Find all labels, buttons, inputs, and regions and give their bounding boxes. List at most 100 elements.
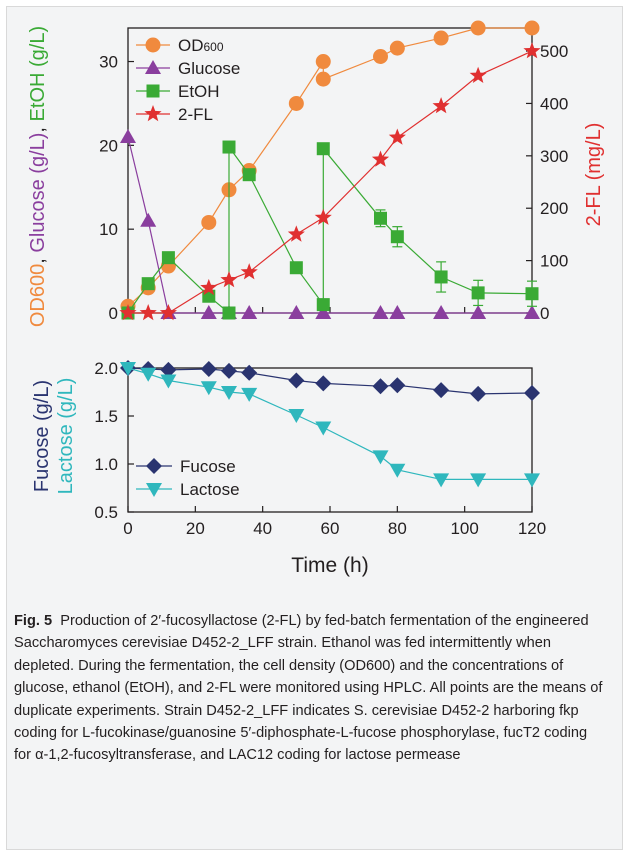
chart1-point xyxy=(240,263,258,280)
chart2-point xyxy=(160,374,177,389)
chart1-legend-label: 2-FL xyxy=(178,105,213,124)
chart1-legend-marker xyxy=(144,105,162,122)
chart1-point xyxy=(470,20,486,36)
chart1-point xyxy=(470,305,487,319)
chart2-y-tick-label: 0.5 xyxy=(94,503,118,522)
chart1-series-line xyxy=(127,145,533,315)
chart2-point xyxy=(288,372,305,389)
chart2-y-label-line: Lactose (g/L) xyxy=(55,378,77,495)
caption-text: Production of 2′-fucosyllactose (2-FL) b… xyxy=(14,613,603,764)
chart2-point xyxy=(200,360,217,377)
chart2-y-tick-label: 1.5 xyxy=(94,407,118,426)
chart2-plot: 0 20 40 60 80 100 120 0.5 1.0 1.5 2.0 Time (h) Fucos… xyxy=(31,359,546,577)
chart1-point xyxy=(433,30,449,46)
chart1-point xyxy=(314,208,332,225)
chart2-point xyxy=(433,473,450,488)
chart1-point xyxy=(119,304,137,321)
chart2-point xyxy=(524,384,540,401)
chart1-point xyxy=(201,214,217,230)
chart2-legend: Fucose Lactose xyxy=(136,457,240,499)
chart2-point xyxy=(372,450,389,465)
chart1-legend-label: OD600 xyxy=(178,36,224,55)
chart2-x-tick-label: 60 xyxy=(321,519,340,538)
chart2-x-tick-label: 40 xyxy=(253,519,272,538)
chart2-point xyxy=(389,463,406,478)
chart1-point xyxy=(200,305,217,319)
chart1-yleft-label-part: Glucose (g/L) xyxy=(27,133,49,253)
chart1-point xyxy=(373,49,388,64)
chart2-legend-marker xyxy=(146,458,162,474)
chart1-point xyxy=(434,270,448,284)
chart1-yright-tick-label: 0 xyxy=(540,304,549,323)
chart1-point xyxy=(289,261,303,275)
chart1-point xyxy=(139,304,157,321)
chart1-point xyxy=(433,305,450,319)
chart1-yright-tick-label: 300 xyxy=(540,147,568,166)
chart2-legend-label: Fucose xyxy=(180,457,236,476)
chart1-point xyxy=(316,298,330,312)
chart2-x-tick-label: 0 xyxy=(123,519,132,538)
chart2-point xyxy=(221,386,237,400)
chart1-point xyxy=(159,304,177,321)
chart2-point xyxy=(315,421,332,436)
chart1-point xyxy=(523,42,541,59)
chart1-series-etoh xyxy=(121,140,539,320)
chart1-yright-tick-label: 100 xyxy=(540,252,568,271)
chart2-x-tick-label: 20 xyxy=(186,519,205,538)
chart1-point xyxy=(371,150,390,167)
chart1-legend-label: Glucose xyxy=(178,59,240,78)
chart2-y-tick-label: 1.0 xyxy=(94,455,118,474)
chart1-point xyxy=(242,168,256,182)
chart1-point xyxy=(161,251,175,265)
chart2-point xyxy=(221,362,237,379)
chart1-yright-label: 2-FL (mg/L) xyxy=(583,123,605,227)
chart1-point xyxy=(222,306,236,320)
chart2-y-tick-label: 2.0 xyxy=(94,359,118,378)
chart1-point xyxy=(220,271,238,288)
chart2-x-tick-label: 120 xyxy=(518,519,546,538)
chart1-point xyxy=(372,305,389,319)
chart2-point xyxy=(241,387,258,402)
chart1-yleft-label-part: , xyxy=(27,121,49,132)
chart1-yleft-label: OD600, Glucose (g/L), EtOH (g/L) xyxy=(27,26,49,327)
chart1-yleft-label-part: , xyxy=(27,253,49,264)
chart2-point xyxy=(524,473,540,488)
chart1-point xyxy=(316,142,330,156)
chart2-point xyxy=(140,367,157,382)
chart2-series-fucose xyxy=(120,360,540,402)
chart1-point xyxy=(141,277,155,291)
figure-card xyxy=(6,6,623,850)
figure-caption: Fig. 5 Production of 2′-fucosyllactose (… xyxy=(14,610,604,767)
chart1-yleft-tick-label: 20 xyxy=(99,136,118,155)
chart2-point xyxy=(470,385,487,402)
chart1-point xyxy=(315,305,332,319)
chart1-point xyxy=(287,225,305,242)
chart1-yleft-tick-label: 0 xyxy=(109,304,118,323)
chart1-point xyxy=(374,211,387,225)
chart2-point xyxy=(288,409,305,424)
chart1-point xyxy=(388,128,406,145)
chart2-point xyxy=(160,361,177,378)
chart1-yleft-tick-label: 10 xyxy=(99,220,118,239)
chart1-point xyxy=(432,97,450,114)
chart2-legend-marker xyxy=(146,483,162,497)
chart1-legend-label: EtOH xyxy=(178,82,220,101)
chart1-point xyxy=(389,305,406,319)
chart2-point xyxy=(470,473,487,488)
chart2-series-line xyxy=(127,367,533,395)
chart1-point xyxy=(288,305,305,319)
chart1-point xyxy=(389,40,405,56)
chart1-yright-tick-label: 500 xyxy=(540,42,568,61)
chart2-point xyxy=(315,375,332,392)
chart2-x-tick-label: 100 xyxy=(450,519,478,538)
chart1-point xyxy=(524,305,540,319)
chart1-point xyxy=(390,230,404,244)
chart1-series-2-fl xyxy=(119,42,541,321)
chart1-point xyxy=(315,71,331,87)
chart1-yleft-label-part: EtOH (g/L) xyxy=(27,26,49,122)
chart1-legend-marker xyxy=(146,84,160,98)
caption-label: Fig. 5 xyxy=(14,613,53,629)
chart1-point xyxy=(315,54,331,70)
